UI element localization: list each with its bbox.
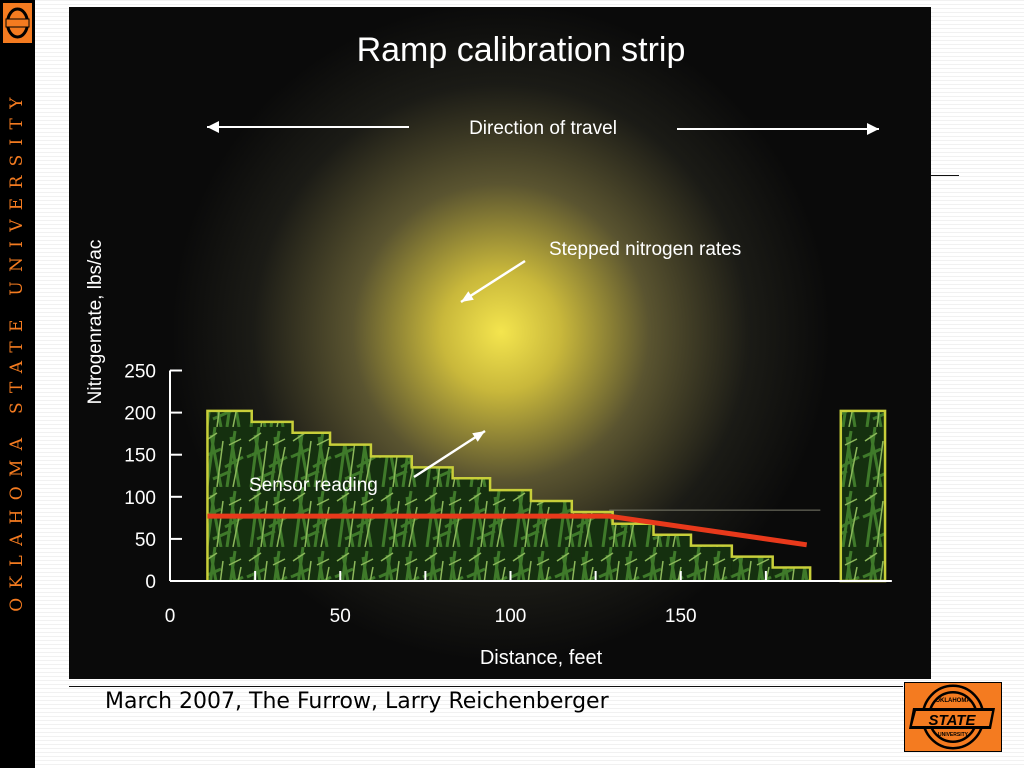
step-bar-10 (612, 523, 654, 581)
sensor-pointer (413, 429, 486, 479)
x-tick-label-150: 150 (665, 606, 697, 627)
step-bar-4 (370, 456, 412, 581)
y-tick-label-250: 250 (124, 362, 156, 383)
steps-label: Stepped nitrogen rates (549, 239, 741, 260)
osu-logo-icon: OKLAHOMA STATE UNIVERSITY (909, 684, 995, 750)
chart-svg: 0 50 100 150 200 250 0 50 100 150 Ramp calibratio… (69, 7, 931, 679)
title-rule (929, 175, 959, 176)
logo-bottom-text: UNIVERSITY (938, 732, 969, 738)
step-bar-11 (653, 534, 691, 581)
sensor-reading-line (207, 513, 808, 548)
direction-arrow-right-head (867, 123, 879, 135)
footer-rule (69, 686, 903, 687)
university-sidebar: OKLAHOMA STATE UNIVERSITY (0, 0, 35, 768)
slide-caption: March 2007, The Furrow, Larry Reichenber… (105, 689, 609, 714)
y-tick-label-0: 0 (145, 572, 156, 593)
steps-pointer (460, 259, 526, 304)
step-bar-9 (571, 511, 613, 581)
y-tick-label-150: 150 (124, 446, 156, 467)
y-axis-label: Nitrogenrate, lbs/ac (85, 240, 106, 405)
y-tick-label-100: 100 (124, 488, 156, 509)
sensor-pointer-head (472, 431, 485, 442)
logo-main-text: STATE (929, 712, 977, 729)
sidebar-logo-icon (3, 3, 32, 43)
x-axis-label: Distance, feet (480, 647, 603, 669)
direction-arrow-left-head (207, 121, 219, 133)
step-bar-12 (690, 545, 732, 581)
x-tick-label-0: 0 (165, 606, 176, 627)
step-bar-1 (251, 421, 293, 581)
step-bar-2 (292, 432, 331, 581)
y-tick-label-200: 200 (124, 404, 156, 425)
step-bar-8 (530, 501, 572, 581)
reference-strip (839, 409, 887, 583)
osu-logo: OKLAHOMA STATE UNIVERSITY (904, 682, 1002, 752)
step-bar-7 (490, 490, 531, 581)
x-tick-label-50: 50 (330, 606, 351, 627)
step-outline (206, 409, 812, 581)
x-tick-label-100: 100 (495, 606, 527, 627)
step-bar-14 (772, 567, 811, 581)
chart-title: Ramp calibration strip (357, 31, 686, 69)
step-bar-5 (411, 467, 453, 581)
logo-top-text: OKLAHOMA (935, 698, 971, 704)
direction-label: Direction of travel (469, 118, 617, 139)
step-bar-0 (207, 410, 252, 581)
ramp-calibration-chart: 0 50 100 150 200 250 0 50 100 150 Ramp calibratio… (69, 7, 931, 679)
sidebar-university-text: OKLAHOMA STATE UNIVERSITY (7, 88, 27, 612)
step-bar-3 (330, 444, 371, 581)
steps-pointer-head (461, 291, 474, 302)
y-tick-label-50: 50 (135, 530, 156, 551)
sensor-label: Sensor reading (249, 475, 378, 496)
step-bar-6 (452, 478, 491, 581)
